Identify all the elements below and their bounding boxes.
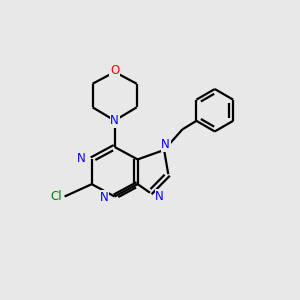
Text: N: N <box>110 114 119 127</box>
Text: N: N <box>161 138 170 151</box>
Text: Cl: Cl <box>50 190 62 203</box>
Text: O: O <box>110 64 119 77</box>
Text: N: N <box>76 152 85 165</box>
Text: N: N <box>155 190 164 203</box>
Text: N: N <box>99 190 108 204</box>
